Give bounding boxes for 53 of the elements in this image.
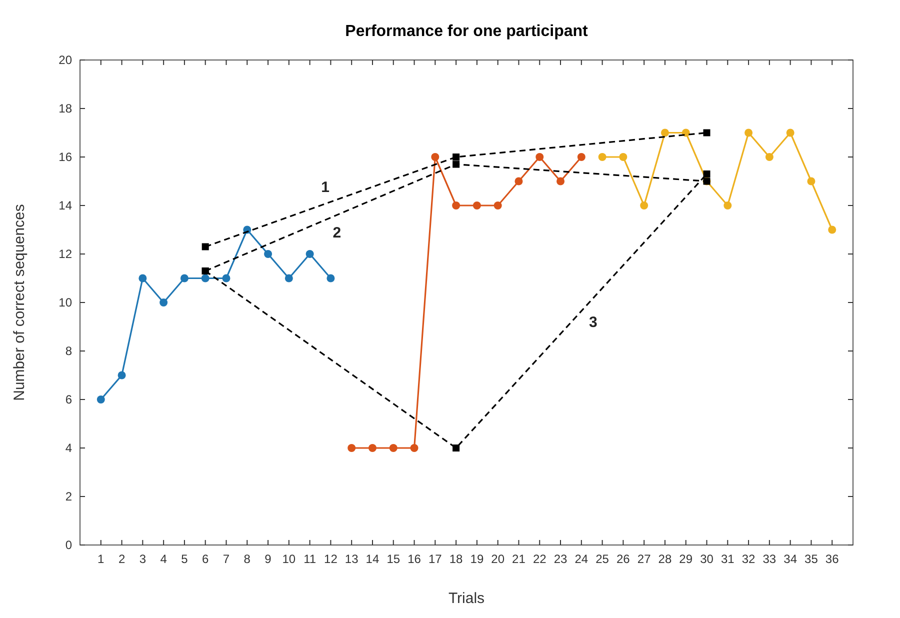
- x-tick-label: 24: [574, 552, 588, 566]
- x-tick-label: 6: [202, 552, 210, 566]
- x-tick-label: 32: [742, 552, 756, 566]
- series-label: 3: [589, 314, 598, 331]
- x-tick-label: 34: [784, 552, 798, 566]
- x-tick-label: 21: [512, 552, 526, 566]
- x-tick-label: 8: [244, 552, 251, 566]
- y-axis-title: Number of correct sequences: [11, 204, 28, 401]
- x-tick-label: 20: [491, 552, 505, 566]
- x-tick-label: 7: [222, 552, 230, 566]
- x-tick-label: 23: [554, 552, 568, 566]
- x-tick-label: 27: [637, 552, 652, 566]
- x-tick-label: 9: [264, 552, 272, 566]
- x-tick-label: 30: [700, 552, 714, 566]
- x-tick-label: 1: [98, 552, 105, 566]
- x-tick-label: 10: [282, 552, 296, 566]
- x-tick-label: 16: [408, 552, 422, 566]
- x-tick-label: 33: [762, 552, 776, 566]
- x-tick-label: 25: [596, 552, 610, 566]
- y-tick-label: 6: [65, 392, 72, 406]
- x-tick-label: 22: [532, 552, 547, 566]
- y-tick-label: 10: [58, 296, 72, 310]
- y-tick-label: 2: [65, 490, 72, 504]
- x-tick-label: 13: [344, 552, 359, 566]
- x-tick-label: 14: [366, 552, 380, 566]
- y-tick-label: 4: [65, 441, 72, 455]
- x-tick-label: 5: [181, 552, 188, 566]
- x-tick-label: 28: [658, 552, 672, 566]
- x-tick-label: 19: [470, 552, 484, 566]
- y-tick-label: 0: [65, 538, 72, 552]
- series-label: 2: [332, 224, 342, 242]
- x-tick-label: 4: [160, 552, 168, 566]
- y-tick-label: 18: [58, 102, 72, 116]
- x-tick-label: 3: [139, 552, 146, 566]
- y-tick-label: 12: [58, 247, 72, 261]
- x-tick-label: 31: [720, 552, 735, 566]
- y-tick-label: 20: [58, 53, 72, 67]
- y-tick-label: 14: [58, 198, 72, 212]
- y-tick-label: 8: [65, 344, 72, 358]
- chart-title: Performance for one participant: [345, 23, 589, 40]
- x-tick-label: 11: [304, 552, 316, 566]
- x-tick-label: 18: [449, 552, 464, 566]
- x-tick-label: 15: [386, 552, 400, 566]
- x-tick-label: 12: [324, 552, 338, 566]
- x-tick-label: 17: [428, 552, 442, 566]
- x-tick-label: 35: [804, 552, 818, 566]
- x-tick-label: 36: [825, 552, 840, 566]
- x-tick-label: 2: [118, 552, 126, 566]
- series-label: 1: [321, 178, 330, 196]
- y-tick-label: 16: [58, 150, 72, 164]
- x-tick-label: 26: [616, 552, 630, 566]
- x-axis-title: Trials: [448, 590, 485, 607]
- x-tick-label: 29: [679, 552, 693, 566]
